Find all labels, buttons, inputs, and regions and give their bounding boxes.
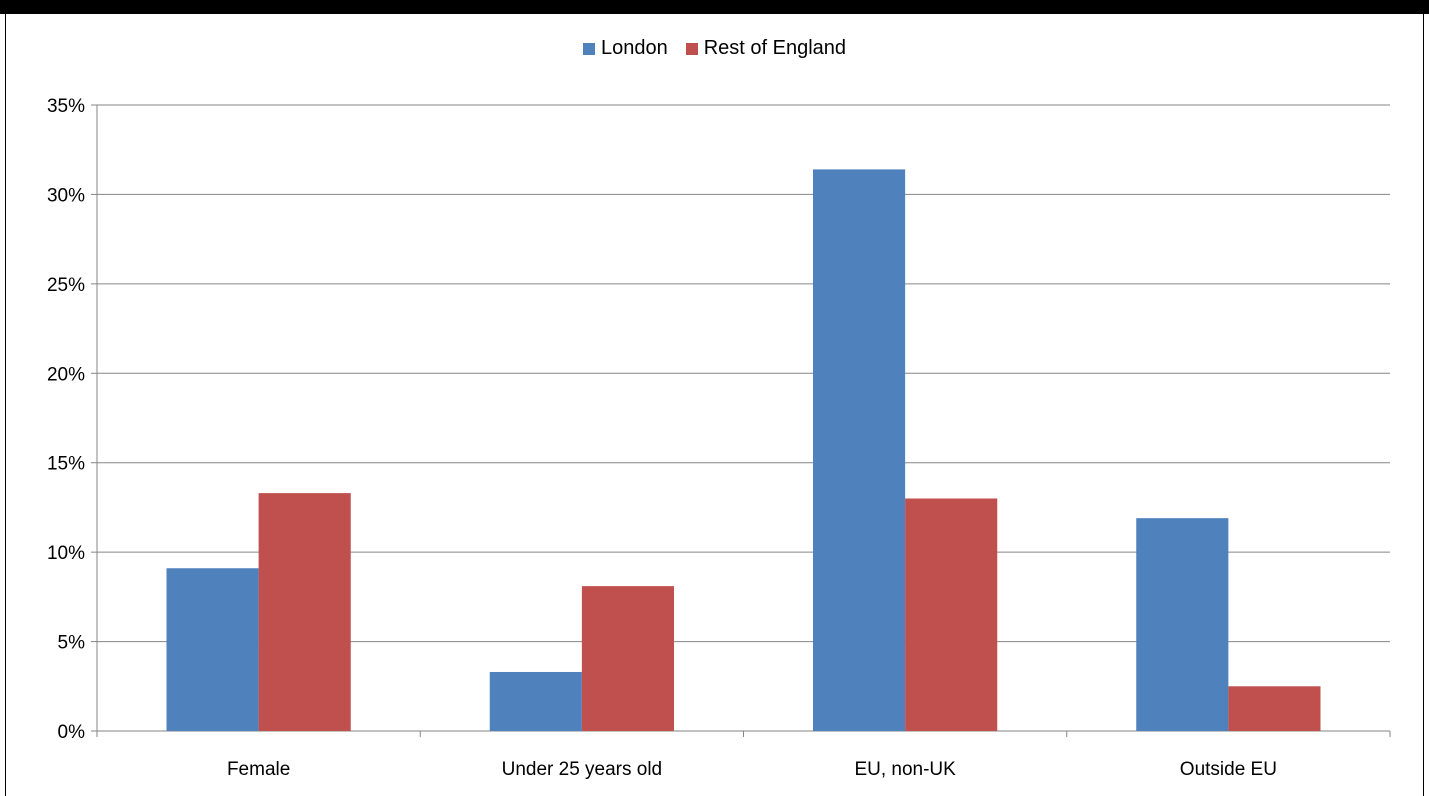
y-tick-label: 5% [58,633,86,654]
legend-label-london: London [600,37,668,59]
bar-rest-of-england-1 [258,493,351,731]
title-bar [0,0,1429,14]
y-tick-label: 20% [47,364,85,385]
chart-frame [5,14,1424,796]
y-tick-label: 25% [47,275,85,296]
bar-rest-of-england-4 [1228,686,1321,731]
legend-label-rest-of-england: Rest of England [703,37,847,59]
legend-item-rest-of-england: Rest of England [685,37,847,60]
bar-london-4 [1136,518,1229,731]
bar-london-3 [812,169,906,732]
legend-swatch-london [582,42,595,55]
y-tick-label: 0% [58,722,86,743]
legend-item-london: London [582,37,668,60]
bar-london-1 [166,568,259,731]
x-tick-label: Female [227,759,290,780]
bar-rest-of-england-2 [581,586,675,731]
x-tick-label: Under 25 years old [502,759,663,780]
x-tick-label: EU, non-UK [854,759,956,780]
legend: London Rest of England [0,37,1429,60]
y-tick-label: 15% [47,454,85,475]
bar-london-2 [489,671,582,731]
y-tick-label: 30% [47,185,85,206]
y-tick-label: 35% [47,96,85,117]
bar-rest-of-england-3 [905,498,998,731]
x-tick-label: Outside EU [1180,759,1277,780]
legend-swatch-rest-of-england [685,42,698,55]
y-tick-label: 10% [47,543,85,564]
